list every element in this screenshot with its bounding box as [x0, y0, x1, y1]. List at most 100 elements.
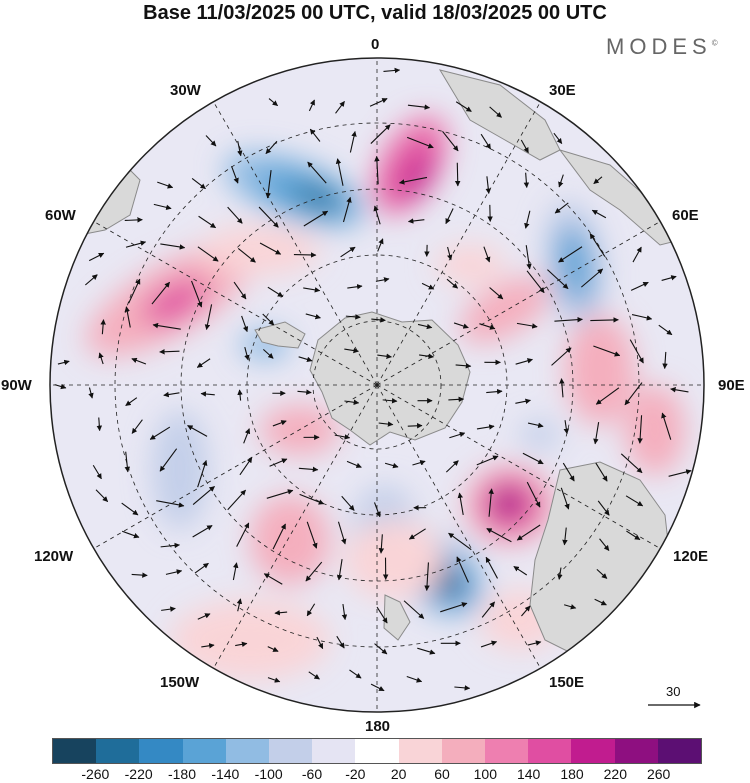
wind-arrow — [267, 646, 279, 652]
colorbar-bin — [398, 739, 442, 763]
wind-arrow — [88, 387, 94, 399]
wind-arrow — [516, 322, 538, 329]
wind-arrow — [306, 521, 318, 549]
wind-arrow — [447, 246, 453, 261]
meridian-line — [93, 221, 378, 386]
wind-arrow — [303, 287, 321, 293]
wind-arrow — [190, 280, 203, 308]
wind-arrow — [346, 460, 362, 468]
colorbar-tick-label: 20 — [390, 766, 407, 782]
wind-arrow — [370, 124, 391, 144]
wind-arrow — [445, 460, 459, 473]
wind-arrow — [515, 358, 533, 365]
colorbar-bin — [657, 739, 702, 763]
wind-arrow — [513, 565, 528, 576]
wind-arrow — [131, 419, 143, 434]
wind-arrow — [161, 606, 176, 612]
wind-arrow — [442, 130, 459, 152]
colorbar-bin — [571, 739, 615, 763]
wind-arrow — [88, 252, 105, 262]
wind-vectors — [54, 67, 692, 692]
wind-arrow — [227, 206, 243, 224]
wind-arrow — [194, 562, 209, 574]
wind-arrow — [239, 457, 253, 476]
wind-arrow — [192, 486, 215, 505]
wind-arrow — [486, 388, 503, 395]
wind-arrow — [297, 389, 312, 395]
wind-arrow — [269, 458, 288, 467]
wind-arrow — [128, 278, 141, 304]
land-mass — [558, 149, 681, 246]
wind-arrow — [335, 158, 344, 186]
wind-arrow — [98, 352, 104, 365]
wind-arrow — [374, 643, 388, 655]
wind-arrow — [421, 282, 435, 290]
wind-arrow — [383, 67, 401, 74]
colorbar-tick-label: 180 — [560, 766, 584, 782]
anomaly-blob — [565, 315, 635, 425]
wind-arrow — [160, 243, 186, 250]
wind-arrow — [308, 671, 320, 680]
wind-arrow — [259, 242, 282, 255]
wind-arrow — [489, 106, 502, 118]
map-border — [49, 57, 705, 713]
wind-arrow — [237, 140, 243, 157]
wind-arrow — [96, 417, 103, 432]
wind-arrow — [445, 208, 454, 225]
colorbar — [52, 738, 702, 764]
wind-arrow — [197, 459, 208, 488]
wind-arrow — [334, 434, 351, 440]
wind-arrow — [243, 428, 251, 444]
wind-arrow — [244, 347, 250, 361]
lon-label-150w: 150W — [160, 674, 200, 691]
colorbar-bin — [485, 739, 529, 763]
wind-arrow — [121, 530, 140, 539]
polar-map — [49, 57, 705, 713]
wind-arrow — [595, 462, 608, 482]
wind-arrow — [100, 319, 106, 335]
wind-arrow — [237, 247, 256, 263]
colorbar-bin — [139, 739, 183, 763]
wind-arrow — [593, 422, 600, 445]
wind-arrow — [554, 202, 569, 214]
wind-arrow — [84, 274, 98, 286]
wind-arrow — [631, 314, 653, 321]
colorbar-tick-label: -180 — [167, 766, 197, 782]
wind-arrow — [262, 313, 275, 326]
anomaly-field — [85, 115, 685, 680]
wind-arrow — [124, 451, 131, 473]
wind-arrow — [398, 176, 428, 185]
anomaly-blob — [625, 385, 685, 475]
wind-arrow — [293, 252, 317, 258]
wind-arrow — [407, 423, 423, 429]
wind-arrow — [596, 568, 608, 579]
wind-arrow — [563, 604, 577, 610]
wind-arrow — [560, 487, 570, 510]
wind-arrow — [589, 233, 606, 257]
wind-arrow — [407, 218, 425, 224]
wind-arrow — [580, 268, 604, 288]
wind-arrow — [344, 347, 359, 354]
lon-label-30w: 30W — [170, 82, 201, 99]
wind-arrow — [524, 210, 531, 229]
wind-arrow — [95, 489, 109, 503]
wind-arrow — [299, 493, 325, 505]
wind-arrow — [204, 304, 213, 331]
wind-arrow — [454, 685, 471, 691]
wind-arrow — [595, 387, 620, 405]
lon-label-120e: 120E — [673, 548, 709, 565]
colorbar-tick-label: 220 — [603, 766, 628, 782]
wind-arrow — [417, 647, 436, 655]
brand-mark: © — [711, 38, 718, 48]
wind-arrow — [384, 462, 399, 469]
anomaly-blob — [152, 410, 208, 530]
wind-arrow — [563, 420, 570, 435]
anomaly-blob — [494, 491, 522, 515]
wind-arrow — [159, 349, 180, 355]
wind-arrow — [476, 424, 495, 430]
colorbar-tick-label: -220 — [124, 766, 153, 782]
wind-arrow — [298, 466, 319, 473]
wind-arrow — [417, 323, 433, 330]
colorbar-bin — [441, 739, 486, 763]
wind-arrow — [373, 502, 381, 518]
